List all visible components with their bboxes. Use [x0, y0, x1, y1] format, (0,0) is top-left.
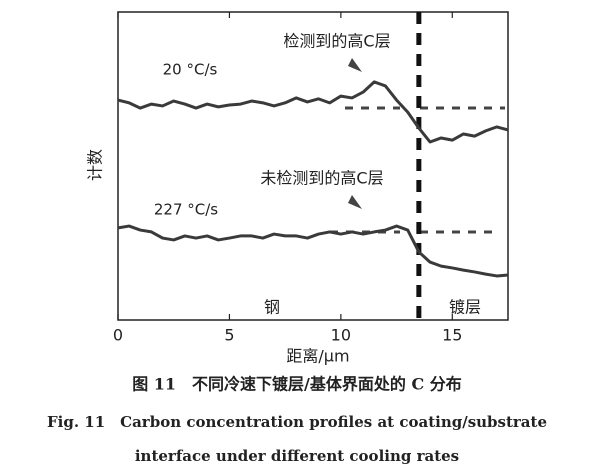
- reference-levels: [330, 106, 505, 234]
- caption-en: Fig. 11 Carbon concentration profiles at…: [47, 413, 547, 431]
- x-tick-label: 15: [442, 326, 462, 345]
- x-tick-label: 10: [331, 326, 351, 345]
- annotation: 未检测到的高C层: [260, 169, 383, 188]
- profile-line: [117, 80, 509, 144]
- x-tick-label: 5: [224, 326, 234, 345]
- y-axis-label: 计数: [86, 149, 105, 181]
- arrow: [348, 195, 362, 209]
- caption-en: interface under different cooling rates: [135, 447, 459, 465]
- region-label: 钢: [264, 298, 280, 317]
- arrow: [348, 58, 362, 72]
- x-tick-label: 0: [113, 326, 123, 345]
- series-label: 20 °C/s: [163, 61, 218, 79]
- caption-zh: 图 11 不同冷速下镀层/基体界面处的 C 分布: [132, 375, 462, 394]
- series-label: 227 °C/s: [154, 201, 218, 219]
- region-label: 镀层: [449, 298, 481, 317]
- annotation: 检测到的高C层: [283, 32, 390, 51]
- plot-frame: [117, 11, 509, 321]
- x-axis-label: 距离/μm: [286, 347, 349, 366]
- profile-line: [117, 224, 509, 278]
